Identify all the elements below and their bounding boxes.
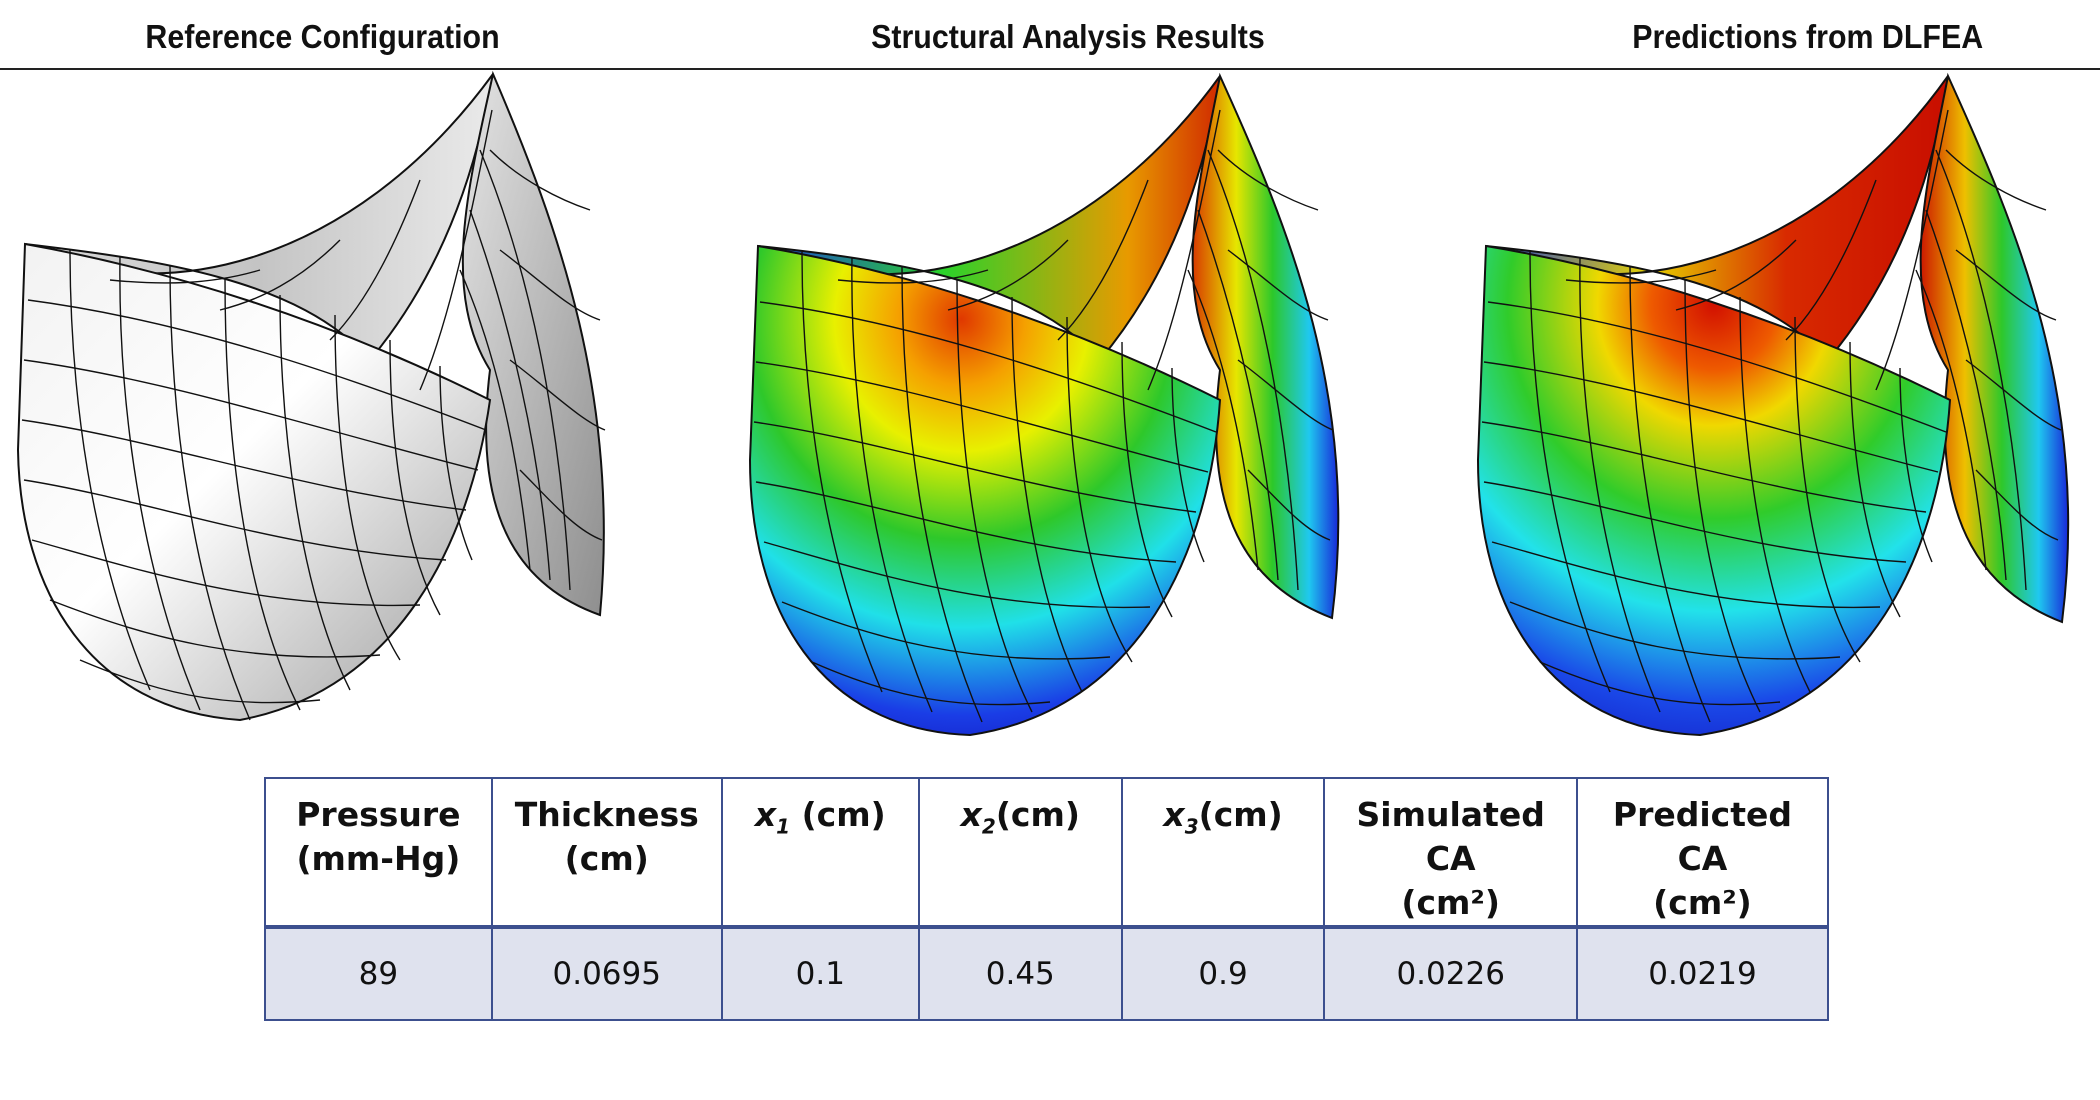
header-thickness-unit: (cm) xyxy=(564,839,649,878)
cell-simulated-ca: 0.0226 xyxy=(1324,927,1578,1020)
header-x3-sub: 3 xyxy=(1184,814,1199,839)
header-thickness-label: Thickness xyxy=(514,795,699,834)
cell-thickness: 0.0695 xyxy=(491,927,723,1020)
header-x1-unit: (cm) xyxy=(801,795,886,834)
structural-mesh xyxy=(753,109,1334,723)
header-pressure: Pressure (mm-Hg) xyxy=(265,778,493,927)
header-x2-sub: 2 xyxy=(981,814,996,839)
structural-results-figure xyxy=(748,72,1340,737)
header-x2-unit: (cm) xyxy=(995,795,1080,834)
header-simulated-ca: Simulated CA (cm²) xyxy=(1324,778,1578,927)
cell-x2: 0.45 xyxy=(918,927,1123,1020)
dlfea-mesh xyxy=(1481,109,2062,723)
header-pressure-unit: (mm-Hg) xyxy=(296,839,461,878)
cell-pressure: 89 xyxy=(265,927,493,1020)
header-simulated-ca-label: Simulated CA xyxy=(1356,795,1545,878)
table-header-row: Pressure (mm-Hg) Thickness (cm) x1 (cm) … xyxy=(265,778,1830,927)
reference-valve-figure xyxy=(16,70,606,722)
header-predicted-ca: Predicted CA (cm²) xyxy=(1576,778,1830,927)
header-x1: x1 (cm) xyxy=(721,778,920,927)
header-x3: x3(cm) xyxy=(1121,778,1326,927)
reference-configuration-title: Reference Configuration xyxy=(145,18,500,55)
reference-mesh xyxy=(21,109,606,721)
header-divider xyxy=(0,68,2100,70)
header-pressure-label: Pressure xyxy=(296,795,461,834)
header-thickness: Thickness (cm) xyxy=(491,778,723,927)
table-row: 89 0.0695 0.1 0.45 0.9 0.0226 0.0219 xyxy=(265,927,1830,1020)
cell-x1: 0.1 xyxy=(721,927,920,1020)
parameters-table: Pressure (mm-Hg) Thickness (cm) x1 (cm) … xyxy=(264,777,1830,1021)
header-x3-var: x xyxy=(1163,795,1185,834)
panel-header-row: Reference Configuration Structural Analy… xyxy=(0,0,2100,70)
dlfea-predictions-title: Predictions from DLFEA xyxy=(1632,18,1984,55)
header-x3-unit: (cm) xyxy=(1198,795,1283,834)
cell-x3: 0.9 xyxy=(1121,927,1326,1020)
structural-analysis-title: Structural Analysis Results xyxy=(871,18,1265,55)
header-x2: x2(cm) xyxy=(918,778,1123,927)
header-x1-var: x xyxy=(754,795,777,834)
header-predicted-ca-unit: (cm²) xyxy=(1653,883,1752,922)
dlfea-predictions-figure xyxy=(1476,72,2070,737)
header-simulated-ca-unit: (cm²) xyxy=(1401,883,1500,922)
cell-predicted-ca: 0.0219 xyxy=(1576,927,1830,1020)
header-x1-sub: 1 xyxy=(776,814,791,839)
header-predicted-ca-label: Predicted CA xyxy=(1612,795,1793,878)
header-x2-var: x xyxy=(960,795,982,834)
